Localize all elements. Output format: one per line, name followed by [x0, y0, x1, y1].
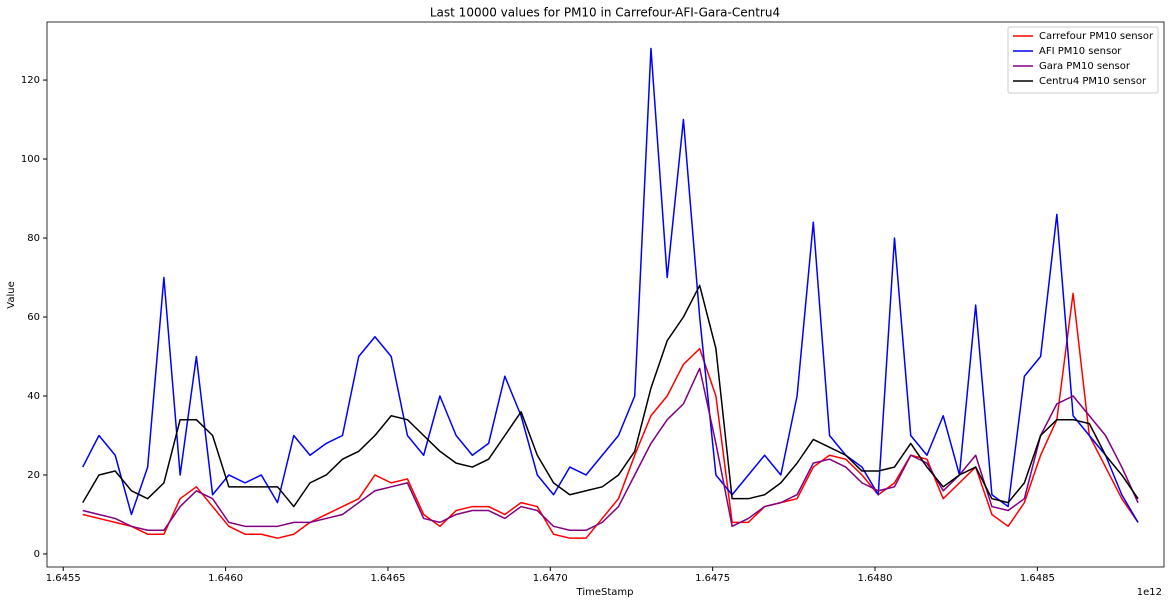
x-tick-label: 1.6470 — [533, 573, 568, 584]
x-tick-label: 1.6460 — [208, 573, 243, 584]
x-tick-label: 1.6480 — [858, 573, 893, 584]
series-line — [82, 292, 1139, 539]
x-tick-label: 1.6465 — [370, 573, 405, 584]
y-tick-label: 40 — [27, 391, 40, 402]
legend-label: AFI PM10 sensor — [1039, 46, 1122, 57]
legend-label: Gara PM10 sensor — [1039, 61, 1131, 72]
y-tick-label: 120 — [21, 75, 40, 86]
legend-label: Carrefour PM10 sensor — [1039, 31, 1154, 42]
series-line — [82, 367, 1139, 532]
x-offset-label: 1e12 — [1137, 587, 1162, 598]
plot-frame — [46, 21, 1165, 568]
y-tick-label: 20 — [27, 470, 40, 481]
x-axis-label: TimeStamp — [576, 587, 634, 598]
y-axis-label: Value — [6, 281, 17, 308]
x-tick-label: 1.6475 — [695, 573, 730, 584]
series-line — [82, 47, 1139, 523]
y-tick-label: 80 — [27, 233, 40, 244]
y-tick-label: 60 — [27, 312, 40, 323]
x-tick-label: 1.6455 — [46, 573, 81, 584]
y-tick-label: 100 — [21, 154, 40, 165]
legend-box — [1007, 26, 1159, 94]
series-line — [82, 284, 1139, 508]
y-tick-label: 0 — [34, 549, 40, 560]
x-tick-label: 1.6485 — [1020, 573, 1055, 584]
legend-label: Centru4 PM10 sensor — [1039, 76, 1147, 87]
chart-title: Last 10000 values for PM10 in Carrefour-… — [430, 6, 780, 20]
